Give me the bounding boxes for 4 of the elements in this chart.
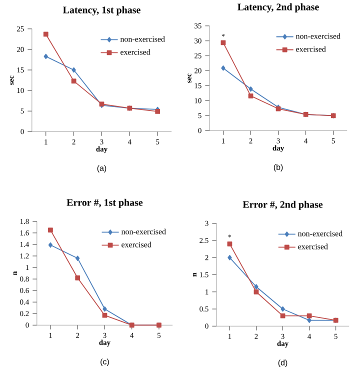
chart-title: Error #, 1st phase (66, 198, 143, 208)
chart-title: Latency, 1st phase (62, 6, 140, 16)
chart-title: Error #, 2nd phase (242, 200, 323, 210)
chart-title: Latency, 2nd phase (238, 3, 319, 12)
